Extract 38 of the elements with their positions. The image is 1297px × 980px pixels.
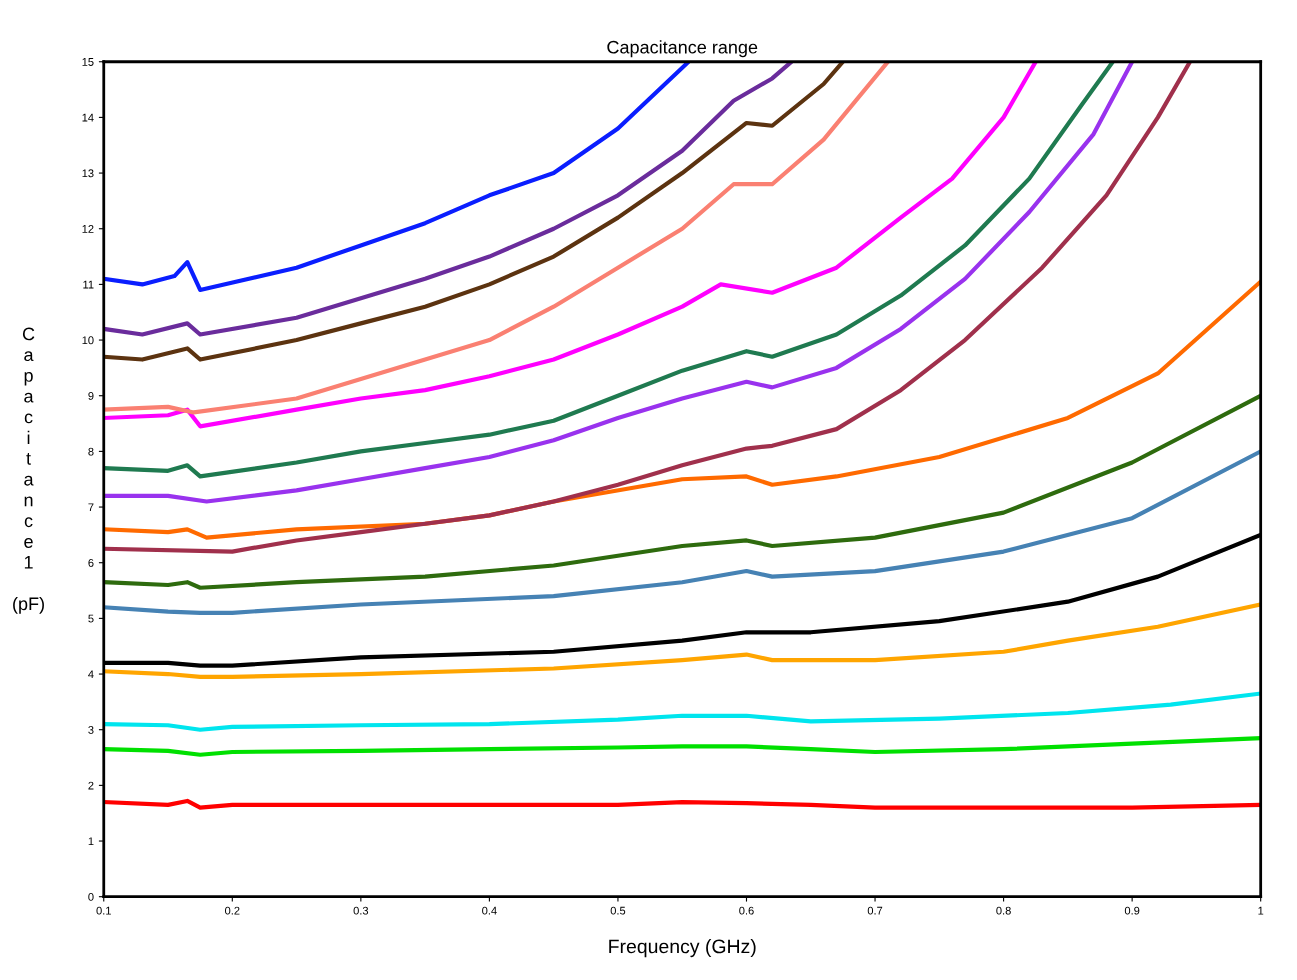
x-tick-label: 0.2 [225,906,240,915]
x-tick-label: 0.8 [996,906,1011,915]
x-tick-label: 0.9 [1124,906,1140,915]
y-tick-label: 11 [83,280,94,289]
text: Capacitance1 (pF) [13,327,44,614]
y-tick-label: 9 [88,391,94,400]
y-tick-label: 6 [88,558,94,567]
line-series [103,798,1261,810]
x-tick-label: 0.5 [610,906,626,915]
line-series [103,449,1261,615]
line-series [103,61,691,293]
y-tick-label: 3 [88,725,94,734]
y-tick-label: 4 [88,670,94,679]
y-tick-label: 2 [88,781,94,790]
y-tick-label: 7 [88,503,94,512]
line-series [103,691,1261,732]
y-tick-label: 14 [82,113,94,122]
x-tick-label: 0.6 [739,906,754,915]
y-tick-label: 10 [82,336,94,345]
x-tick-label: 0.7 [867,906,883,915]
y-tick-label: 5 [88,614,94,623]
y-tick-label: 8 [88,447,94,456]
x-tick-label: 1 [1258,906,1264,915]
line-series [103,735,1261,757]
line-series [103,61,1038,429]
x-axis-title: Frequency (GHz) [609,939,756,958]
y-tick-label: 12 [82,225,94,233]
line-series [103,602,1261,679]
line-series [103,393,1261,590]
line-series [103,61,890,415]
x-tick-label: 0.3 [353,906,369,915]
chart-title: Capacitance range [607,40,758,58]
y-tick-label: 15 [82,58,94,66]
y-tick-label: 13 [82,169,94,178]
x-tick-label: 0.1 [96,906,111,915]
y-tick-label: 1 [88,837,94,846]
y-tick-label: 0 [88,892,94,901]
x-tick-label: 0.4 [482,906,497,915]
